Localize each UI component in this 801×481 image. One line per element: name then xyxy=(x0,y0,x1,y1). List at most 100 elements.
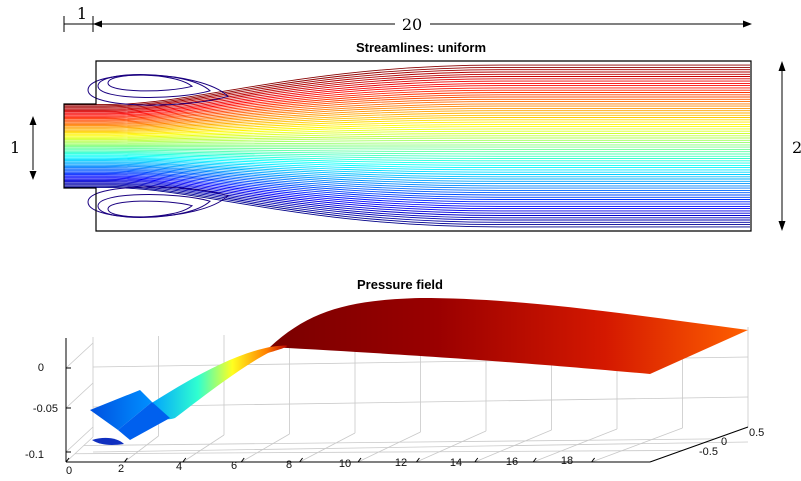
streamline xyxy=(64,114,750,131)
streamline xyxy=(64,172,750,200)
inlet-height-label: 1 xyxy=(10,138,20,157)
streamline xyxy=(64,78,750,113)
pressure-plot: Pressure field 0 -0.05 -0.1 0 2 4 6 8 10… xyxy=(25,277,764,477)
grid-line xyxy=(65,436,94,463)
z-tick: -0.1 xyxy=(25,449,44,461)
streamline xyxy=(64,92,750,120)
recirculation-eddies xyxy=(87,74,229,218)
grid-line xyxy=(357,431,421,463)
x-tick: 2 xyxy=(118,463,124,475)
streamline xyxy=(64,164,750,185)
streamline xyxy=(64,119,750,134)
streamline xyxy=(64,184,750,223)
streamline xyxy=(64,148,750,153)
y-axis-ticks: 0.5 0 -0.5 xyxy=(699,427,764,458)
streamline xyxy=(64,149,750,155)
streamline xyxy=(64,171,750,198)
grid-line xyxy=(240,433,290,463)
channel-length-label: 20 xyxy=(402,15,422,34)
x-tick-mark xyxy=(474,457,479,463)
eddy-bottom xyxy=(87,186,229,218)
streamline xyxy=(64,174,750,203)
grid-line xyxy=(92,396,749,408)
step-length-label: 1 xyxy=(77,4,87,23)
streamline xyxy=(64,135,750,142)
streamline xyxy=(64,175,750,205)
streamline xyxy=(64,85,750,116)
streamlines xyxy=(64,64,750,228)
dimension-channel-height: 2 xyxy=(778,61,801,231)
grid-line xyxy=(591,427,683,463)
x-tick: 6 xyxy=(231,460,237,472)
streamline xyxy=(64,110,750,129)
streamline-title: Streamlines: uniform xyxy=(356,40,486,55)
streamline xyxy=(64,155,750,166)
streamline xyxy=(64,170,750,196)
x-tick: 18 xyxy=(561,455,573,467)
streamline xyxy=(64,179,750,214)
x-tick: 16 xyxy=(506,456,518,468)
streamline xyxy=(64,80,750,114)
x-tick-mark xyxy=(357,457,362,463)
surface-left-fin xyxy=(90,390,152,430)
dimension-inlet-height: 1 xyxy=(10,116,37,180)
streamline xyxy=(64,96,750,122)
y-tick: 0 xyxy=(721,436,727,448)
streamline xyxy=(64,64,750,106)
x-tick: 12 xyxy=(395,457,407,469)
surface-left-tail xyxy=(118,402,170,440)
grid-line xyxy=(74,450,683,455)
x-tick: 0 xyxy=(66,465,72,477)
streamline xyxy=(64,82,750,115)
x-tick-mark xyxy=(591,457,595,463)
streamline xyxy=(64,176,750,207)
streamline xyxy=(64,101,750,124)
z-tick: -0.05 xyxy=(33,403,58,415)
y-tick: 0.5 xyxy=(749,427,764,439)
streamline xyxy=(64,178,750,212)
streamline xyxy=(64,163,750,182)
eddy-top xyxy=(107,74,194,92)
grid-line xyxy=(299,432,356,463)
streamline xyxy=(64,130,750,139)
streamline xyxy=(64,142,750,145)
streamline xyxy=(64,146,750,148)
grid-line xyxy=(474,429,552,463)
grid-line xyxy=(182,434,225,463)
dimension-step-length: 1 xyxy=(63,4,94,32)
x-tick: 4 xyxy=(176,461,182,473)
streamline xyxy=(64,121,750,135)
x-axis-ticks: 0 2 4 6 8 10 12 14 16 18 xyxy=(66,455,573,477)
surface-middle xyxy=(150,345,288,420)
streamline xyxy=(64,103,750,125)
eddy-top xyxy=(87,74,229,106)
surface-left-dip xyxy=(92,437,124,445)
streamline-diagram: Streamlines: uniform 1 20 1 xyxy=(10,4,801,232)
streamline xyxy=(64,112,750,130)
streamline xyxy=(64,128,750,138)
channel-outline xyxy=(63,60,752,232)
streamline xyxy=(64,162,750,180)
streamline xyxy=(64,157,750,171)
streamline xyxy=(64,161,750,178)
streamline xyxy=(64,182,750,219)
eddy-bottom xyxy=(107,200,194,218)
streamline xyxy=(64,183,750,221)
x-tick: 8 xyxy=(286,459,292,471)
x-tick-mark xyxy=(124,457,128,463)
streamline xyxy=(64,94,750,121)
x-tick-mark xyxy=(182,457,187,463)
streamline xyxy=(64,98,750,123)
channel-height-label: 2 xyxy=(792,138,801,157)
dimension-channel-length: 20 xyxy=(93,15,752,34)
streamline xyxy=(64,160,750,175)
grid-line xyxy=(124,435,159,463)
x-tick-mark xyxy=(299,457,304,463)
surface-right xyxy=(270,298,748,374)
x-tick-mark xyxy=(65,457,70,463)
streamline xyxy=(64,147,750,150)
streamline xyxy=(64,169,750,194)
x-tick-mark xyxy=(240,457,245,463)
streamline xyxy=(64,158,750,173)
grid-line xyxy=(92,441,749,453)
